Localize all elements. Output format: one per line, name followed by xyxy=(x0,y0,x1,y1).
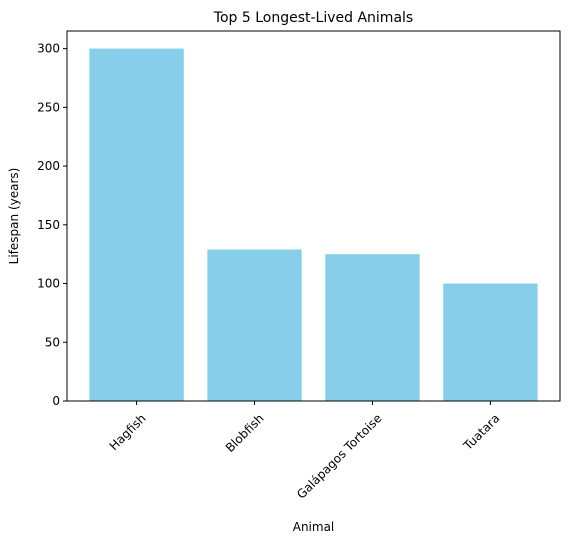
y-tick-label: 250 xyxy=(37,100,60,114)
x-axis-label: Animal xyxy=(293,520,335,534)
y-axis: 0 50 100 150 200 250 300 xyxy=(37,42,67,408)
y-tick-label: 0 xyxy=(52,394,60,408)
bar-tuatara xyxy=(443,283,538,401)
bar-gal-pagos-tortoise xyxy=(325,254,420,401)
y-axis-label: Lifespan (years) xyxy=(7,168,21,265)
y-tick-label: 200 xyxy=(37,159,60,173)
y-tick-label: 300 xyxy=(37,42,60,56)
y-tick-label: 50 xyxy=(45,335,60,349)
x-tick-label: Blobfish xyxy=(223,411,267,455)
x-tick-label: Tuatara xyxy=(460,411,502,453)
y-tick-label: 100 xyxy=(37,277,60,291)
bar-blobfish xyxy=(207,249,302,401)
x-axis: Hagfish Blobfish Galápagos Tortoise Tuatara xyxy=(107,401,502,502)
x-tick-label: Galápagos Tortoise xyxy=(294,411,384,501)
chart-title: Top 5 Longest-Lived Animals xyxy=(213,10,413,26)
plot-frame xyxy=(66,30,561,402)
x-tick-label: Hagfish xyxy=(107,411,149,453)
bar-hagfish xyxy=(89,48,184,402)
plot-area xyxy=(89,48,538,402)
y-tick-label: 150 xyxy=(37,218,60,232)
